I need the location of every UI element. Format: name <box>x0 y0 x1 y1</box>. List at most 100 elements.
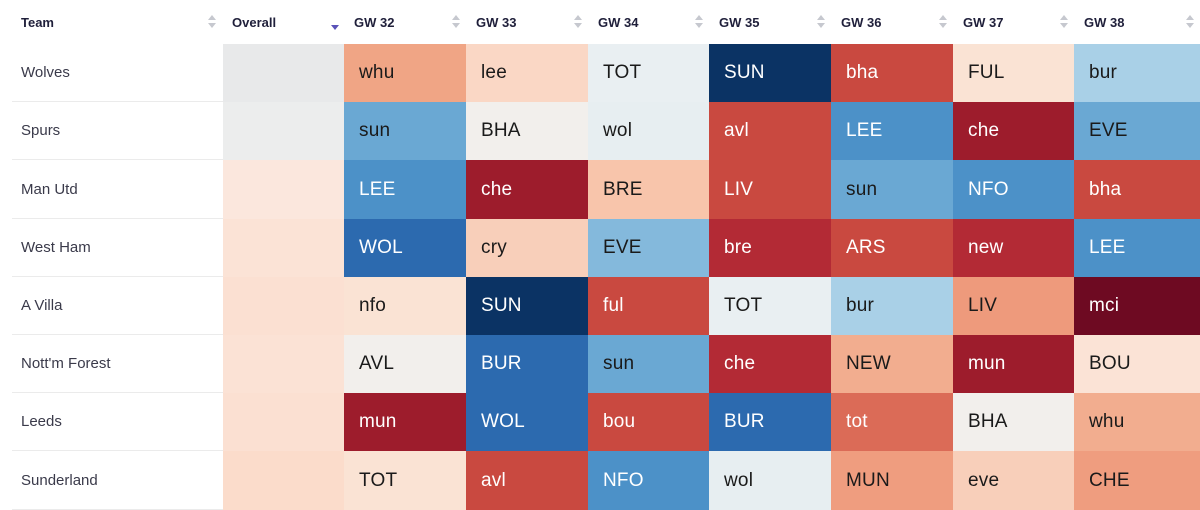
overall-difficulty-cell <box>223 44 344 102</box>
header-gw-label: GW 38 <box>1084 14 1125 30</box>
sort-icon[interactable] <box>573 14 583 30</box>
team-name: Leeds <box>12 393 223 451</box>
fixture-cell: LIV <box>953 277 1074 335</box>
fixture-cell: nfo <box>344 277 466 335</box>
fixture-cell: che <box>953 102 1074 160</box>
header-gw-label: GW 36 <box>841 14 882 30</box>
fixture-cell: MUN <box>831 451 953 510</box>
team-name: Wolves <box>12 44 223 102</box>
fixture-cell: cry <box>466 219 588 277</box>
fixture-cell: LEE <box>344 160 466 219</box>
sort-icon[interactable] <box>938 14 948 30</box>
sort-icon[interactable] <box>816 14 826 30</box>
fixture-cell: SUN <box>466 277 588 335</box>
fixture-cell: lee <box>466 44 588 102</box>
fixture-cell: FUL <box>953 44 1074 102</box>
fixture-cell: TOT <box>344 451 466 510</box>
team-name: A Villa <box>12 277 223 335</box>
fixture-cell: BRE <box>588 160 709 219</box>
overall-difficulty-cell <box>223 160 344 219</box>
fixture-cell: TOT <box>709 277 831 335</box>
header-gw-5[interactable]: GW 36 <box>841 0 933 44</box>
sort-icon[interactable] <box>694 14 704 30</box>
fixture-cell: CHE <box>1074 451 1200 510</box>
sort-icon[interactable] <box>1059 14 1069 30</box>
header-overall[interactable]: Overall <box>232 0 332 44</box>
fixture-cell: mci <box>1074 277 1200 335</box>
sort-icon[interactable] <box>451 14 461 30</box>
overall-difficulty-cell <box>223 102 344 160</box>
header-gw-6[interactable]: GW 37 <box>963 0 1054 44</box>
fixture-cell: BUR <box>466 335 588 393</box>
fixture-cell: LIV <box>709 160 831 219</box>
fixture-cell: tot <box>831 393 953 451</box>
sort-desc-icon[interactable] <box>330 16 340 32</box>
fixture-cell: EVE <box>1074 102 1200 160</box>
fixture-cell: SUN <box>709 44 831 102</box>
fixture-cell: WOL <box>344 219 466 277</box>
fixture-cell: NFO <box>953 160 1074 219</box>
fixture-cell: sun <box>588 335 709 393</box>
overall-difficulty-cell <box>223 277 344 335</box>
fixture-cell: che <box>466 160 588 219</box>
fixture-cell: bha <box>1074 160 1200 219</box>
fixture-cell: ARS <box>831 219 953 277</box>
fixture-cell: AVL <box>344 335 466 393</box>
header-gw-label: GW 34 <box>598 14 639 30</box>
team-name: Sunderland <box>12 451 223 510</box>
fixture-cell: bur <box>831 277 953 335</box>
fixture-cell: BUR <box>709 393 831 451</box>
header-gw-4[interactable]: GW 35 <box>719 0 811 44</box>
fixture-cell: che <box>709 335 831 393</box>
fixture-cell: eve <box>953 451 1074 510</box>
overall-difficulty-cell <box>223 393 344 451</box>
fixture-cell: BHA <box>466 102 588 160</box>
header-gw-7[interactable]: GW 38 <box>1084 0 1180 44</box>
header-team[interactable]: Team <box>21 0 211 44</box>
header-gw-2[interactable]: GW 33 <box>476 0 568 44</box>
fixture-cell: BHA <box>953 393 1074 451</box>
team-name: West Ham <box>12 219 223 277</box>
fixture-cell: new <box>953 219 1074 277</box>
fixture-cell: bre <box>709 219 831 277</box>
header-gw-label: GW 33 <box>476 14 517 30</box>
header-gw-3[interactable]: GW 34 <box>598 0 689 44</box>
fixture-cell: whu <box>1074 393 1200 451</box>
fixture-cell: sun <box>344 102 466 160</box>
header-gw-1[interactable]: GW 32 <box>354 0 446 44</box>
fixture-cell: NEW <box>831 335 953 393</box>
header-gw-label: GW 37 <box>963 14 1004 30</box>
fixture-cell: mun <box>344 393 466 451</box>
fixture-cell: LEE <box>1074 219 1200 277</box>
overall-difficulty-cell <box>223 219 344 277</box>
fixture-cell: avl <box>466 451 588 510</box>
team-name: Spurs <box>12 102 223 160</box>
header-gw-label: GW 35 <box>719 14 760 30</box>
fixture-cell: ful <box>588 277 709 335</box>
fixture-cell: TOT <box>588 44 709 102</box>
fixture-cell: LEE <box>831 102 953 160</box>
fixture-cell: NFO <box>588 451 709 510</box>
header-team-label: Team <box>21 14 54 30</box>
overall-difficulty-cell <box>223 451 344 510</box>
overall-difficulty-cell <box>223 335 344 393</box>
fixture-cell: bur <box>1074 44 1200 102</box>
team-name: Nott'm Forest <box>12 335 223 393</box>
fixture-cell: mun <box>953 335 1074 393</box>
sort-icon[interactable] <box>1185 14 1195 30</box>
sort-icon[interactable] <box>207 14 217 30</box>
team-name: Man Utd <box>12 160 223 219</box>
header-overall-label: Overall <box>232 14 277 30</box>
fixture-cell: wol <box>709 451 831 510</box>
fixture-cell: BOU <box>1074 335 1200 393</box>
fixture-cell: avl <box>709 102 831 160</box>
fixture-cell: WOL <box>466 393 588 451</box>
fixture-cell: whu <box>344 44 466 102</box>
fixture-cell: sun <box>831 160 953 219</box>
header-gw-label: GW 32 <box>354 14 395 30</box>
fixture-cell: EVE <box>588 219 709 277</box>
fixture-cell: bha <box>831 44 953 102</box>
fixture-cell: bou <box>588 393 709 451</box>
fixture-cell: wol <box>588 102 709 160</box>
